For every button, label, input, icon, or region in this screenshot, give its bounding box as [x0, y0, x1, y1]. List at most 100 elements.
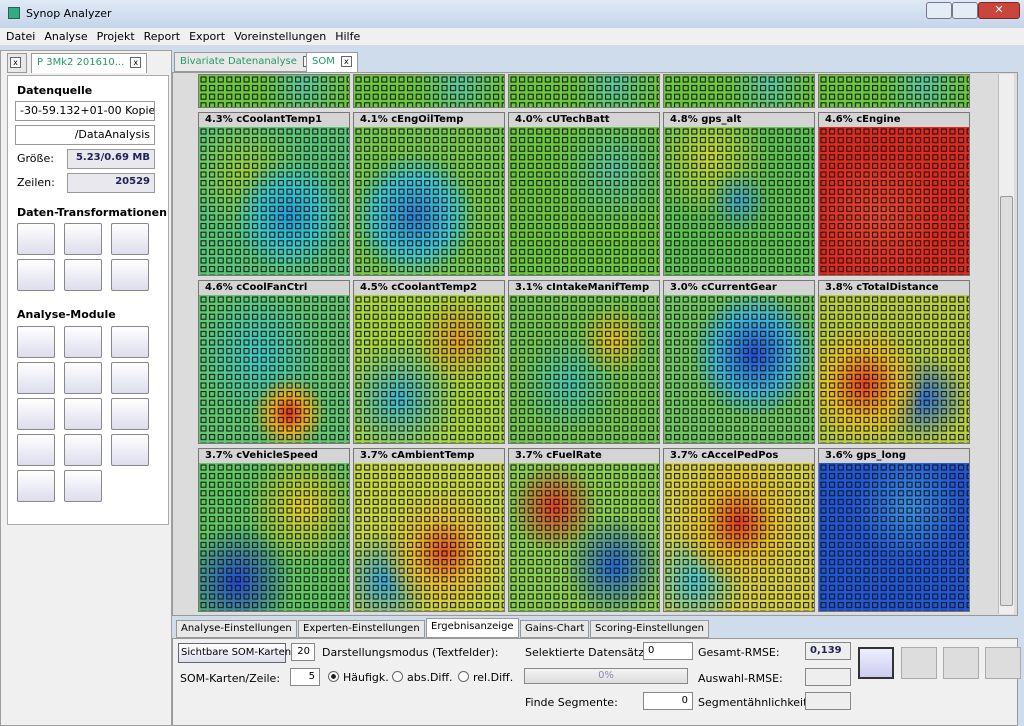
cell-grid: [664, 127, 814, 275]
cell-grid: [509, 463, 659, 611]
bivariate-tab[interactable]: Bivariate Datenanalysex: [174, 52, 320, 72]
som-card-partial: [353, 74, 505, 108]
menu-item[interactable]: Projekt: [96, 30, 135, 43]
tool-icon[interactable]: [17, 259, 55, 291]
settings-tab[interactable]: Analyse-Einstellungen: [176, 620, 297, 638]
som-heatmap: [354, 463, 504, 611]
som-card[interactable]: 3.0% cCurrentGear: [663, 280, 815, 444]
tool-icon[interactable]: [64, 259, 102, 291]
cell-grid: [354, 127, 504, 275]
tool-icon[interactable]: [64, 362, 102, 394]
tool-icon[interactable]: [111, 398, 149, 430]
tool-button[interactable]: [985, 647, 1021, 679]
menu-item[interactable]: Datei: [6, 30, 36, 43]
tool-icon[interactable]: [17, 398, 55, 430]
som-card[interactable]: 4.6% cEngine: [818, 112, 970, 276]
som-card-partial: [663, 74, 815, 108]
cell-grid: [819, 295, 969, 443]
som-card[interactable]: 4.1% cEngOilTemp: [353, 112, 505, 276]
som-heatmap: [509, 127, 659, 275]
tool-icon[interactable]: [111, 223, 149, 255]
maximize-button[interactable]: [952, 2, 978, 19]
menu-item[interactable]: Export: [189, 30, 226, 43]
tab-close[interactable]: x: [7, 53, 27, 73]
menu-item[interactable]: Analyse: [44, 30, 88, 43]
som-heatmap: [199, 127, 349, 275]
som-card[interactable]: 4.0% cUTechBatt: [508, 112, 660, 276]
cell-grid: [819, 75, 969, 107]
per-row-value[interactable]: 5: [290, 668, 320, 686]
tool-icon[interactable]: [64, 326, 102, 358]
selected-value: 0: [643, 642, 693, 660]
cell-grid: [199, 75, 349, 107]
menu-item[interactable]: Voreinstellungen: [234, 30, 327, 43]
som-card[interactable]: 3.7% cVehicleSpeed: [198, 448, 350, 612]
som-card[interactable]: 4.3% cCoolantTemp1: [198, 112, 350, 276]
radio-button[interactable]: [328, 671, 339, 682]
settings-tab[interactable]: Experten-Einstellungen: [298, 620, 425, 638]
tool-button[interactable]: [901, 647, 937, 679]
som-card-title: 3.1% cIntakeManifTemp: [509, 281, 659, 295]
tab-label: SOM: [312, 56, 335, 67]
label: Auswahl-RMSE:: [698, 672, 783, 685]
cell-grid: [509, 295, 659, 443]
tool-icon[interactable]: [111, 259, 149, 291]
tool-icon[interactable]: [64, 398, 102, 430]
label: Zeilen:: [17, 176, 55, 189]
tool-icon[interactable]: [17, 362, 55, 394]
som-tab[interactable]: SOM x: [306, 52, 358, 72]
path-field[interactable]: /DataAnalysis: [15, 125, 155, 145]
project-tab[interactable]: P 3Mk2 201610... x: [31, 53, 148, 73]
tool-icon[interactable]: [17, 470, 55, 502]
tool-button[interactable]: [858, 647, 894, 679]
som-card[interactable]: 4.6% cCoolFanCtrl: [198, 280, 350, 444]
menu-bar: Datei Analyse Projekt Report Export Voreinste…: [0, 28, 1024, 45]
settings-tab[interactable]: Scoring-Einstellungen: [590, 620, 709, 638]
radio-button[interactable]: [392, 671, 403, 682]
som-heatmap: [509, 295, 659, 443]
som-card[interactable]: 3.6% gps_long: [818, 448, 970, 612]
som-card[interactable]: 4.5% cCoolantTemp2: [353, 280, 505, 444]
menu-item[interactable]: Report: [143, 30, 181, 43]
tool-icon[interactable]: [17, 434, 55, 466]
tool-icon[interactable]: [111, 326, 149, 358]
som-card[interactable]: 3.1% cIntakeManifTemp: [508, 280, 660, 444]
tool-icon[interactable]: [111, 362, 149, 394]
tool-button[interactable]: [943, 647, 979, 679]
som-card[interactable]: 3.7% cAccelPedPos: [663, 448, 815, 612]
radio-button[interactable]: [458, 671, 469, 682]
som-card-title: 4.0% cUTechBatt: [509, 113, 659, 127]
close-button[interactable]: ✕: [978, 2, 1020, 19]
cell-grid: [199, 463, 349, 611]
cell-grid: [819, 463, 969, 611]
tool-icon[interactable]: [111, 434, 149, 466]
som-card[interactable]: 3.7% cAmbientTemp: [353, 448, 505, 612]
tool-icon[interactable]: [17, 223, 55, 255]
title-bar: Synop Analyzer ✕: [0, 0, 1024, 28]
cell-grid: [199, 127, 349, 275]
som-card[interactable]: 4.8% gps_alt: [663, 112, 815, 276]
cell-grid: [199, 295, 349, 443]
som-card-title: 4.3% cCoolantTemp1: [199, 113, 349, 127]
scroll-thumb[interactable]: [1000, 196, 1013, 606]
settings-tab[interactable]: Ergebnisanzeige: [426, 618, 519, 638]
file-field[interactable]: -30-59.132+01-00 Kopie.iad: [15, 101, 155, 121]
tool-icon[interactable]: [17, 326, 55, 358]
tool-icon[interactable]: [64, 470, 102, 502]
similarity-value: [805, 692, 851, 710]
app-icon: [8, 7, 20, 19]
tool-icon[interactable]: [64, 223, 102, 255]
minimize-button[interactable]: [926, 2, 952, 19]
menu-item[interactable]: Hilfe: [335, 30, 361, 43]
label: Finde Segmente:: [525, 696, 618, 709]
tool-icon[interactable]: [64, 434, 102, 466]
scrollbar[interactable]: [998, 74, 1014, 614]
som-card[interactable]: 3.7% cFuelRate: [508, 448, 660, 612]
find-value[interactable]: 0: [643, 692, 693, 710]
heading: Daten-Transformationen: [17, 206, 167, 219]
settings-tab[interactable]: Gains-Chart: [520, 620, 590, 638]
visible-count[interactable]: 20: [291, 643, 315, 661]
radio-label: abs.Diff.: [407, 671, 453, 684]
visible-maps-button[interactable]: Sichtbare SOM-Karten: [178, 643, 291, 663]
som-card[interactable]: 3.8% cTotalDistance: [818, 280, 970, 444]
